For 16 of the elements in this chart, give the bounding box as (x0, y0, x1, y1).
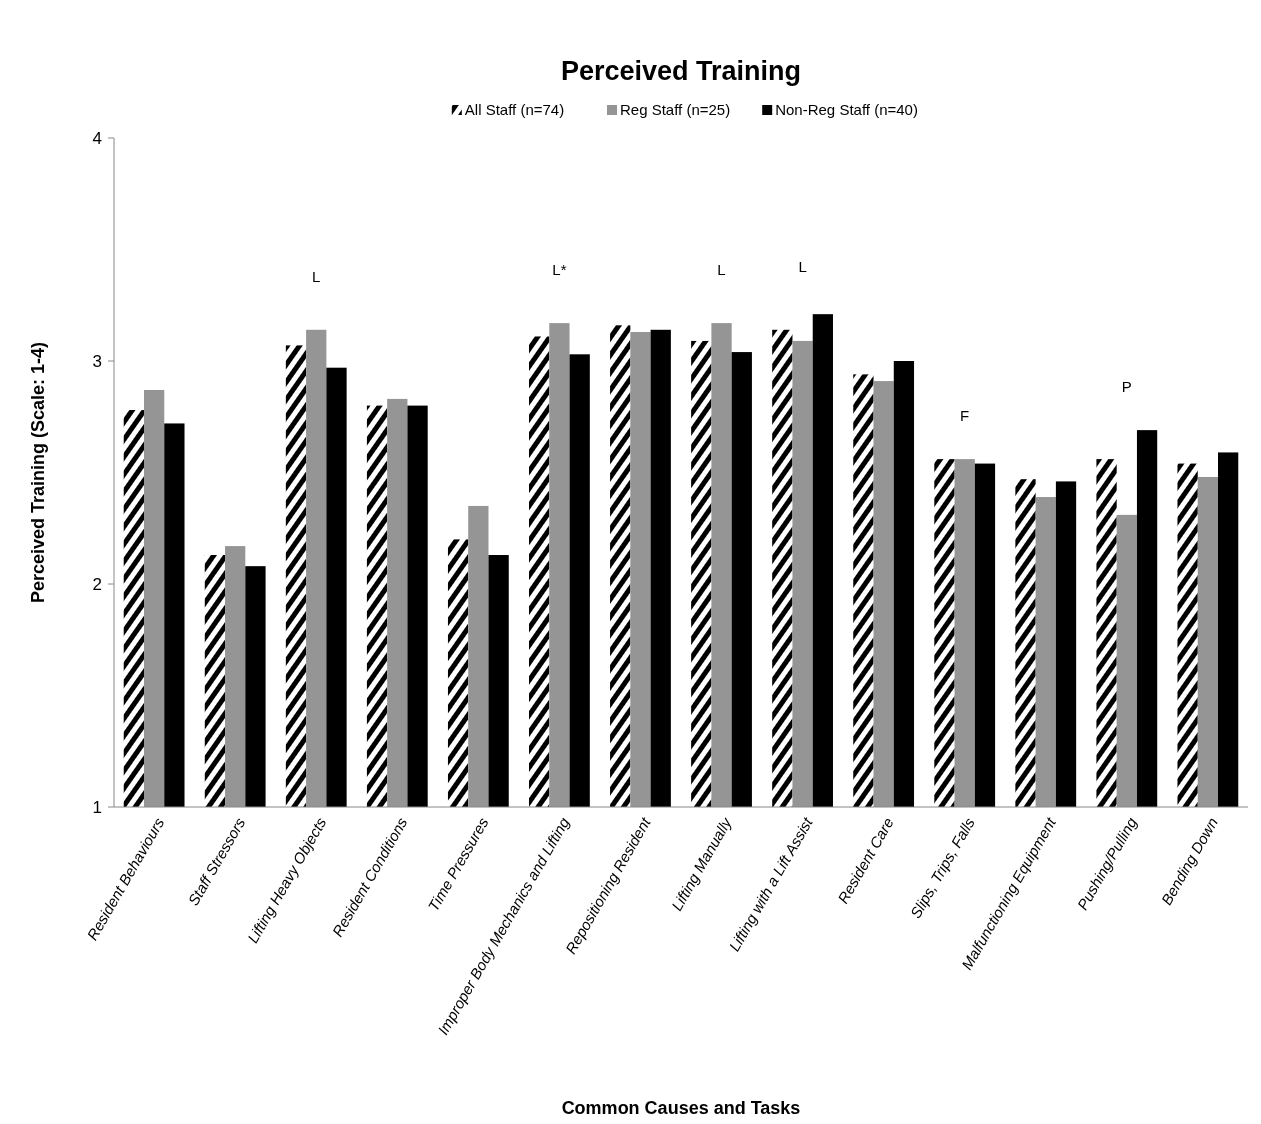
legend-label: Non-Reg Staff (n=40) (775, 101, 918, 118)
legend-label: Reg Staff (n=25) (620, 101, 731, 118)
annotation: L* (552, 261, 567, 279)
y-tick-label: 3 (92, 352, 102, 371)
y-tick-label: 1 (92, 798, 102, 817)
x-axis-title: Common Causes and Tasks (561, 1098, 801, 1118)
y-axis-title: Perceived Training (Scale: 1-4) (28, 341, 48, 604)
annotation: L (312, 267, 321, 285)
annotation: P (1121, 378, 1132, 396)
y-tick-label: 4 (92, 129, 102, 148)
legend-label: All Staff (n=74) (464, 101, 565, 118)
chart-title: Perceived Training (560, 56, 802, 86)
annotation: L (798, 258, 807, 276)
annotation: L (717, 261, 726, 279)
y-tick-label: 2 (92, 575, 102, 594)
annotation: F (960, 407, 970, 425)
